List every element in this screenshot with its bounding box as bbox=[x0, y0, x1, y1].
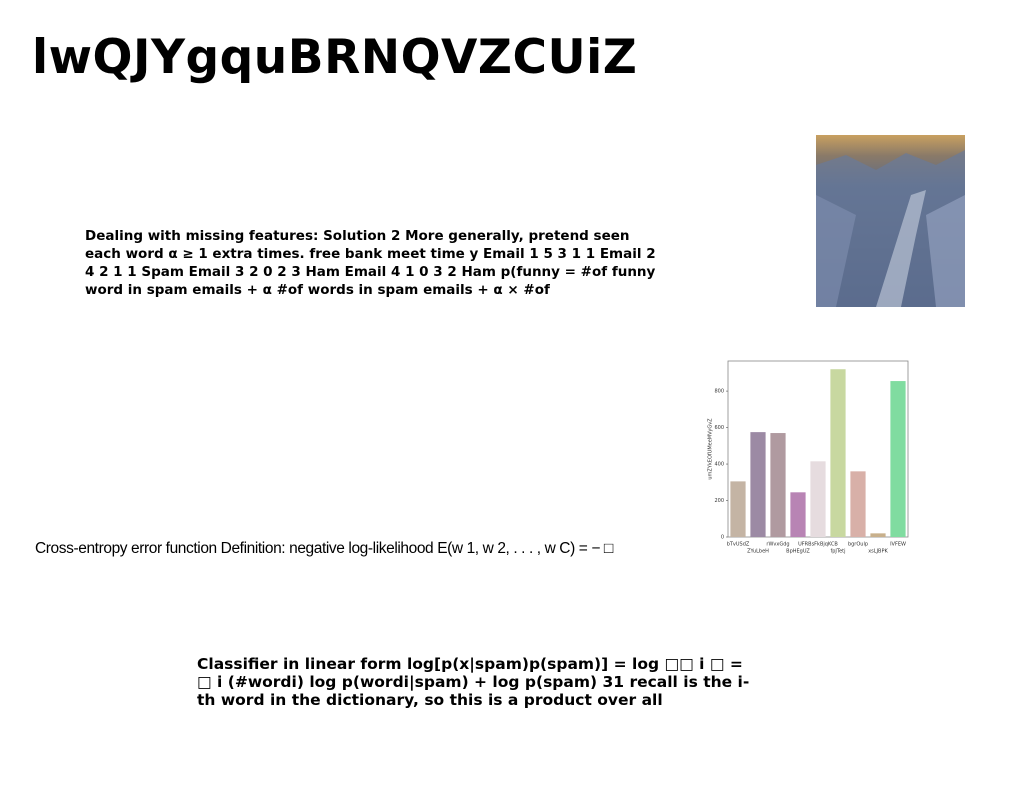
bar bbox=[830, 369, 846, 537]
y-tick-label: 800 bbox=[714, 389, 724, 395]
paragraph: Dealing with missing features: Solution … bbox=[85, 228, 656, 298]
x-tick-label: xsLJBPK bbox=[868, 549, 888, 555]
y-tick-label: 600 bbox=[714, 425, 724, 431]
y-axis-label: umZYkEOfUMeeMVyGvZ bbox=[708, 418, 714, 480]
x-tick-label: rWvxGdg bbox=[766, 542, 789, 548]
bar bbox=[790, 492, 806, 537]
y-tick-label: 200 bbox=[714, 498, 724, 504]
paragraph: Cross-entropy error function Definition:… bbox=[35, 540, 613, 557]
bar bbox=[750, 432, 766, 537]
slide-title: lwQJYgquBRNQVZCUiZ bbox=[32, 30, 638, 85]
bar bbox=[770, 433, 786, 537]
x-tick-label: bTvUSdZ bbox=[727, 542, 750, 548]
bar bbox=[810, 461, 826, 537]
chart: 0 200 400 600 800 umZYkEOfUMeeMVyGvZ bTvUSdZZY… bbox=[708, 360, 909, 555]
bar bbox=[730, 481, 746, 537]
bar bbox=[870, 533, 886, 537]
x-tick-label: BpHEgUZ bbox=[786, 549, 810, 555]
paragraph: Classifier in linear form log[p(x|spam)p… bbox=[197, 655, 750, 709]
bar bbox=[890, 381, 906, 537]
x-tick-label: ZYuLbeH bbox=[747, 549, 769, 555]
x-tick-label: UFRBsFkBjqKCB bbox=[798, 542, 838, 548]
y-tick-label: 400 bbox=[714, 462, 724, 468]
x-tick-label: IVFEW bbox=[890, 542, 906, 548]
bar bbox=[850, 471, 866, 537]
x-tick-label: fpJTetj bbox=[830, 549, 845, 555]
y-tick-label: 0 bbox=[721, 535, 724, 541]
photo bbox=[816, 135, 965, 307]
x-tick-label: bgrOulp bbox=[848, 542, 868, 548]
